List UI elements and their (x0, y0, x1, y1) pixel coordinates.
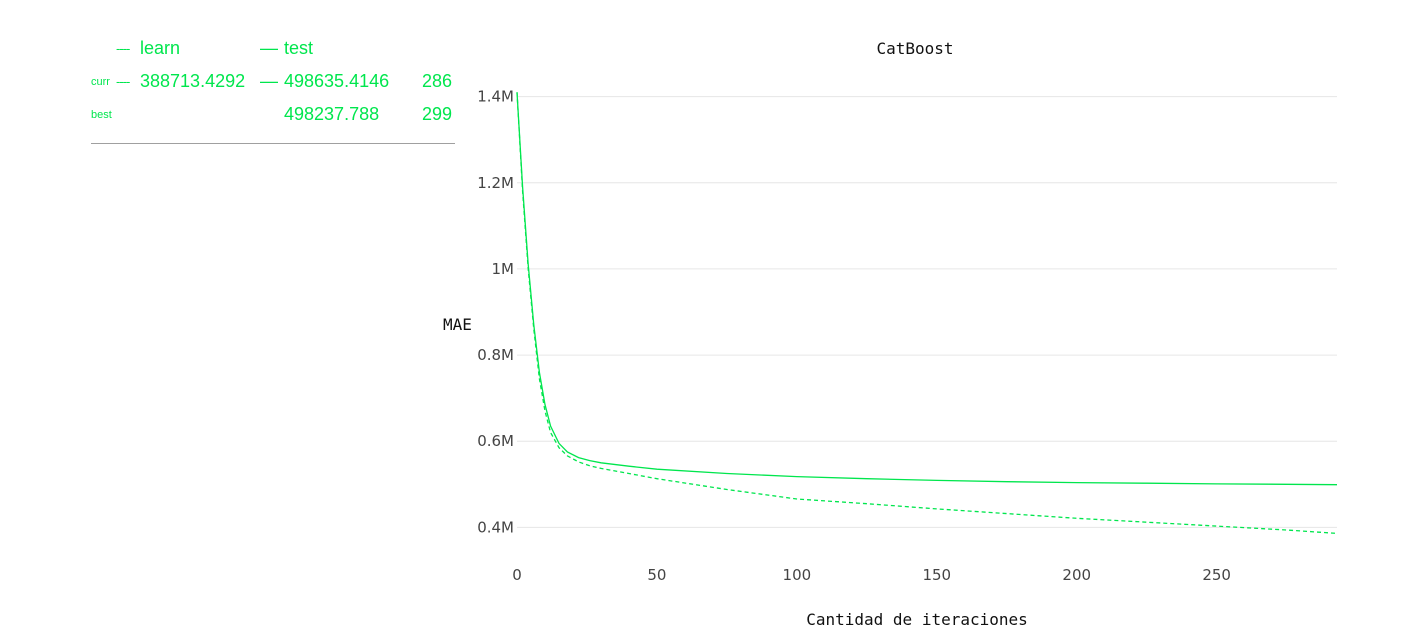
x-tick-label: 250 (1202, 566, 1231, 584)
test-legend-label[interactable]: test (284, 38, 314, 58)
chart-title: CatBoost (876, 39, 953, 58)
y-tick-label: 0.4M (477, 518, 514, 536)
x-tick-label: 0 (512, 566, 522, 584)
x-tick-label: 200 (1062, 566, 1091, 584)
best-test-value: 498237.788 (284, 104, 380, 124)
grid-lines (517, 96, 1337, 528)
curr-learn-dash-symbol: ---- (116, 74, 130, 89)
y-tick-label: 0.8M (477, 346, 514, 364)
y-axis-ticks: 0.4M 0.6M 0.8M 1M 1.2M 1.4M (477, 88, 514, 537)
curr-test-value: 498635.4146 (284, 71, 390, 91)
x-tick-label: 100 (783, 566, 812, 584)
y-tick-label: 0.6M (477, 432, 514, 450)
learn-legend-label[interactable]: learn (140, 38, 181, 58)
y-tick-label: 1.4M (477, 88, 514, 106)
learn-dash-symbol: ---- (116, 41, 130, 56)
curr-row-label: curr (91, 76, 110, 88)
series-line-test (516, 92, 1338, 486)
y-tick-label: 1.2M (477, 174, 514, 192)
curr-iteration: 286 (422, 71, 453, 91)
curr-test-solid-symbol: — (260, 71, 278, 91)
x-axis-ticks: 0 50 100 150 200 250 (512, 566, 1231, 584)
x-axis-title: Cantidad de iteraciones (806, 610, 1028, 629)
x-tick-label: 50 (647, 566, 666, 584)
y-tick-label: 1M (492, 260, 515, 278)
series-lines (516, 92, 1338, 535)
y-axis-title: MAE (443, 315, 472, 334)
series-line-learn (516, 92, 1338, 535)
curr-learn-value: 388713.4292 (140, 71, 246, 91)
x-tick-label: 150 (922, 566, 951, 584)
best-iteration: 299 (422, 104, 453, 124)
legend-divider (91, 143, 455, 144)
best-row-label: best (91, 109, 112, 121)
test-solid-symbol: — (260, 38, 278, 58)
metrics-legend: ---- learn — test curr ---- 388713.4292 … (0, 0, 470, 160)
